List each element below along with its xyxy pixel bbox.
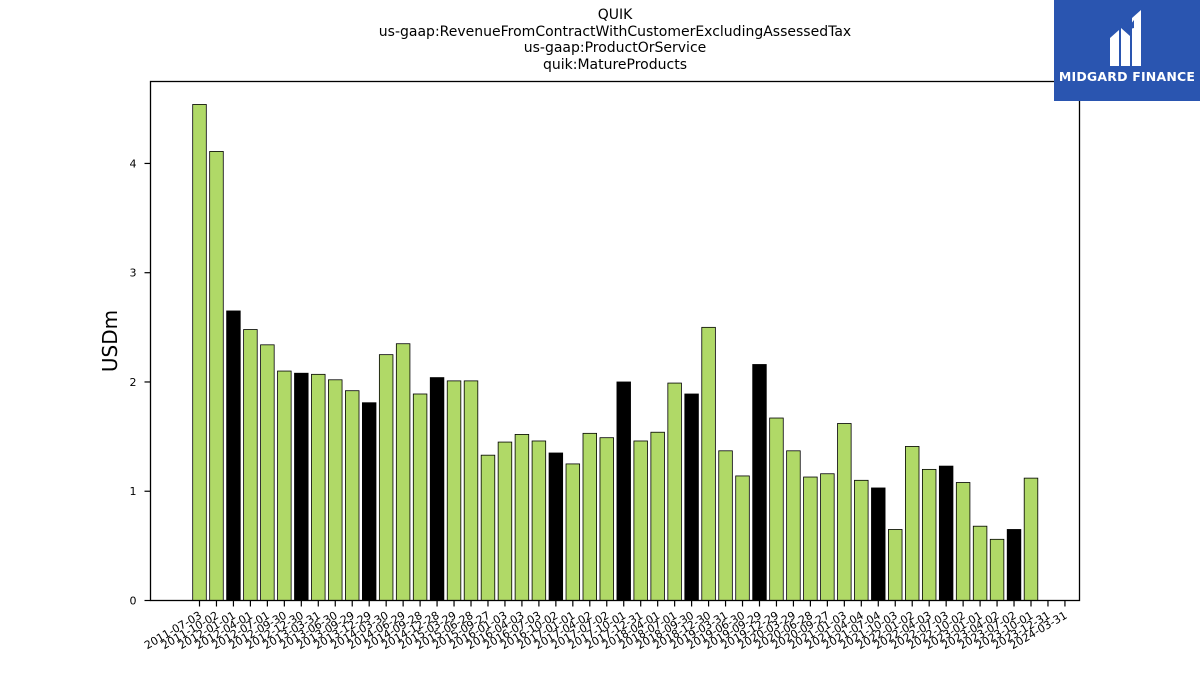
bar-2019-12-29 bbox=[769, 417, 784, 601]
bar-2017-04-02 bbox=[582, 432, 598, 601]
chart-title-line-1: QUIK bbox=[597, 7, 633, 23]
chart-title-line-2: us-gaap:RevenueFromContractWithCustomerE… bbox=[378, 23, 852, 40]
bar-2017-01-01 bbox=[565, 463, 581, 601]
bars-layer bbox=[192, 104, 1039, 601]
bar-2018-09-30 bbox=[684, 393, 699, 601]
bar-2020-03-29 bbox=[786, 450, 801, 601]
bar-2012-07-01 bbox=[260, 344, 275, 601]
logo-text: MIDGARD FINANCE bbox=[1058, 69, 1196, 84]
bar-2021-01-03 bbox=[837, 423, 852, 601]
bar-2022-07-03 bbox=[938, 465, 954, 601]
bar-2012-12-30 bbox=[294, 372, 309, 601]
chart-title-line-3: us-gaap:ProductOrService bbox=[523, 40, 707, 56]
bar-2012-09-30 bbox=[277, 370, 292, 601]
bar-2015-03-29 bbox=[446, 380, 462, 601]
bar-2011-07-03 bbox=[192, 104, 207, 601]
bar-2018-04-01 bbox=[650, 431, 665, 601]
chart-title-line-4: quik:MatureProducts bbox=[542, 56, 687, 73]
bar-2012-01-01 bbox=[226, 310, 241, 601]
chart-title-block: QUIK us-gaap:RevenueFromContractWithCust… bbox=[0, 7, 1200, 73]
bar-2013-12-29 bbox=[361, 402, 377, 601]
bar-2018-07-01 bbox=[667, 382, 682, 601]
bar-2019-06-30 bbox=[735, 475, 750, 601]
y-tick-label: 3 bbox=[130, 267, 137, 280]
bar-2014-03-30 bbox=[378, 354, 394, 601]
bar-2012-04-01 bbox=[243, 329, 258, 601]
y-tick-label: 4 bbox=[130, 157, 137, 170]
bar-2020-09-27 bbox=[820, 473, 835, 601]
bar-2016-07-03 bbox=[531, 440, 547, 601]
y-axis: 0 1 2 3 4 bbox=[130, 157, 151, 608]
logo-mark-icon bbox=[1110, 10, 1141, 66]
plot-frame bbox=[149, 80, 1081, 602]
bar-2016-04-03 bbox=[514, 434, 530, 601]
bar-2013-03-31 bbox=[311, 373, 326, 601]
bar-2021-04-04 bbox=[854, 479, 869, 601]
y-tick-label: 2 bbox=[130, 376, 137, 389]
bar-2021-10-03 bbox=[888, 529, 903, 601]
bar-2015-09-27 bbox=[480, 454, 496, 601]
bar-2023-07-02 bbox=[1006, 529, 1022, 601]
bar-2019-09-29 bbox=[752, 364, 767, 601]
bar-2017-07-02 bbox=[599, 437, 614, 601]
y-axis-label: USDm bbox=[98, 310, 122, 372]
bar-2023-04-02 bbox=[989, 538, 1005, 601]
bar-2023-01-01 bbox=[972, 525, 988, 601]
bar-2022-04-03 bbox=[921, 468, 937, 601]
bar-2023-10-01 bbox=[1023, 477, 1039, 601]
bar-2016-01-03 bbox=[497, 441, 513, 601]
bar-2014-09-28 bbox=[412, 393, 428, 601]
x-axis: 2011-07-032011-10-022012-01-012012-04-01… bbox=[142, 600, 1069, 652]
bar-2011-10-02 bbox=[209, 151, 224, 601]
bar-2019-03-31 bbox=[718, 450, 733, 601]
bar-2014-12-28 bbox=[429, 377, 445, 601]
bar-2014-06-29 bbox=[395, 343, 411, 601]
midgard-finance-logo: MIDGARD FINANCE bbox=[1054, 0, 1200, 101]
bar-2017-10-01 bbox=[616, 381, 631, 601]
y-tick-label: 1 bbox=[130, 485, 137, 498]
bar-2017-12-31 bbox=[633, 440, 648, 601]
bar-2018-12-30 bbox=[701, 326, 716, 601]
bar-2013-09-29 bbox=[345, 390, 360, 601]
bar-2022-10-02 bbox=[955, 482, 971, 601]
bar-2015-06-28 bbox=[463, 380, 479, 601]
bar-2021-07-04 bbox=[871, 487, 886, 601]
bar-2016-10-02 bbox=[548, 452, 564, 601]
y-tick-label: 0 bbox=[130, 595, 137, 608]
bar-2022-01-02 bbox=[905, 446, 920, 601]
bar-2013-06-30 bbox=[328, 379, 343, 601]
bar-2020-06-28 bbox=[803, 476, 818, 601]
